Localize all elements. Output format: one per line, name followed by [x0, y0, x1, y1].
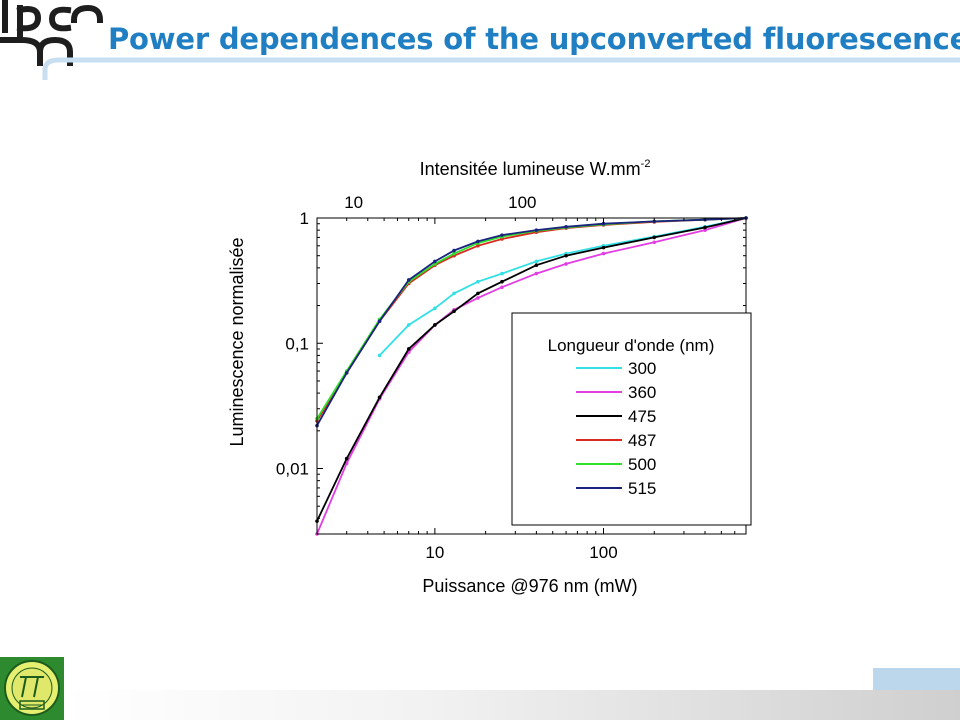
- legend-label: 515: [628, 479, 656, 498]
- data-point: [601, 251, 606, 256]
- data-point: [406, 278, 411, 282]
- data-point: [452, 251, 456, 256]
- data-point: [406, 347, 411, 351]
- legend-label: 500: [628, 455, 656, 474]
- data-point: [377, 395, 382, 400]
- data-point: [344, 456, 349, 461]
- data-point: [534, 259, 539, 264]
- data-point: [476, 291, 480, 296]
- data-point: [564, 225, 568, 229]
- data-point: [476, 239, 480, 244]
- data-point: [433, 323, 437, 327]
- page-title: Power dependences of the upconverted flu…: [108, 22, 960, 56]
- footer-accent-box: [873, 668, 960, 690]
- data-point: [500, 271, 504, 276]
- data-point: [534, 263, 539, 267]
- top-axis-label: Intensitée lumineuse W.mm-2: [420, 158, 651, 179]
- x-tick-label: 100: [589, 543, 617, 562]
- series-line-475: [316, 217, 747, 522]
- y-axis-label: Luminescence normalisée: [227, 237, 247, 446]
- legend-box: [511, 312, 752, 526]
- data-point: [601, 245, 606, 250]
- data-point: [377, 319, 382, 323]
- data-point: [500, 285, 504, 290]
- legend-label: 360: [628, 383, 656, 402]
- data-point: [534, 271, 539, 276]
- legend-title: Longueur d'onde (nm): [548, 336, 715, 355]
- x-axis-label: Puissance @976 nm (mW): [422, 576, 637, 596]
- data-point: [564, 253, 568, 258]
- data-point: [452, 248, 456, 253]
- data-point: [564, 262, 568, 266]
- data-point: [377, 353, 382, 358]
- data-point: [476, 243, 480, 248]
- data-point: [476, 296, 480, 300]
- data-point: [406, 323, 411, 327]
- data-point: [652, 219, 657, 224]
- series-line-515: [316, 217, 747, 427]
- data-point: [703, 225, 707, 230]
- data-point: [452, 309, 456, 314]
- data-point: [500, 279, 504, 284]
- footer-bar: [64, 690, 960, 720]
- lpcml-logo-icon: [0, 0, 960, 80]
- dpc10-seal-icon: [0, 657, 64, 720]
- legend: Longueur d'onde (nm) 300 360 475 487 500 515: [511, 312, 752, 526]
- y-tick-label: 0,01: [276, 460, 309, 479]
- top-tick-label: 10: [344, 193, 363, 212]
- data-point: [703, 228, 707, 232]
- data-point: [452, 291, 456, 296]
- legend-label: 487: [628, 431, 656, 450]
- series-line-360: [316, 217, 747, 535]
- data-point: [476, 279, 480, 284]
- legend-label: 300: [628, 359, 656, 378]
- data-point: [534, 228, 539, 232]
- y-tick-label: 0,1: [285, 334, 309, 353]
- data-point: [344, 371, 349, 375]
- legend-label: 475: [628, 407, 656, 426]
- top-tick-label: 100: [508, 193, 536, 212]
- x-tick-label: 10: [425, 543, 444, 562]
- y-tick-label: 1: [300, 209, 309, 228]
- data-point: [500, 233, 504, 237]
- data-point: [652, 235, 657, 240]
- data-point: [433, 259, 437, 264]
- data-point: [433, 306, 437, 311]
- data-point: [652, 240, 657, 245]
